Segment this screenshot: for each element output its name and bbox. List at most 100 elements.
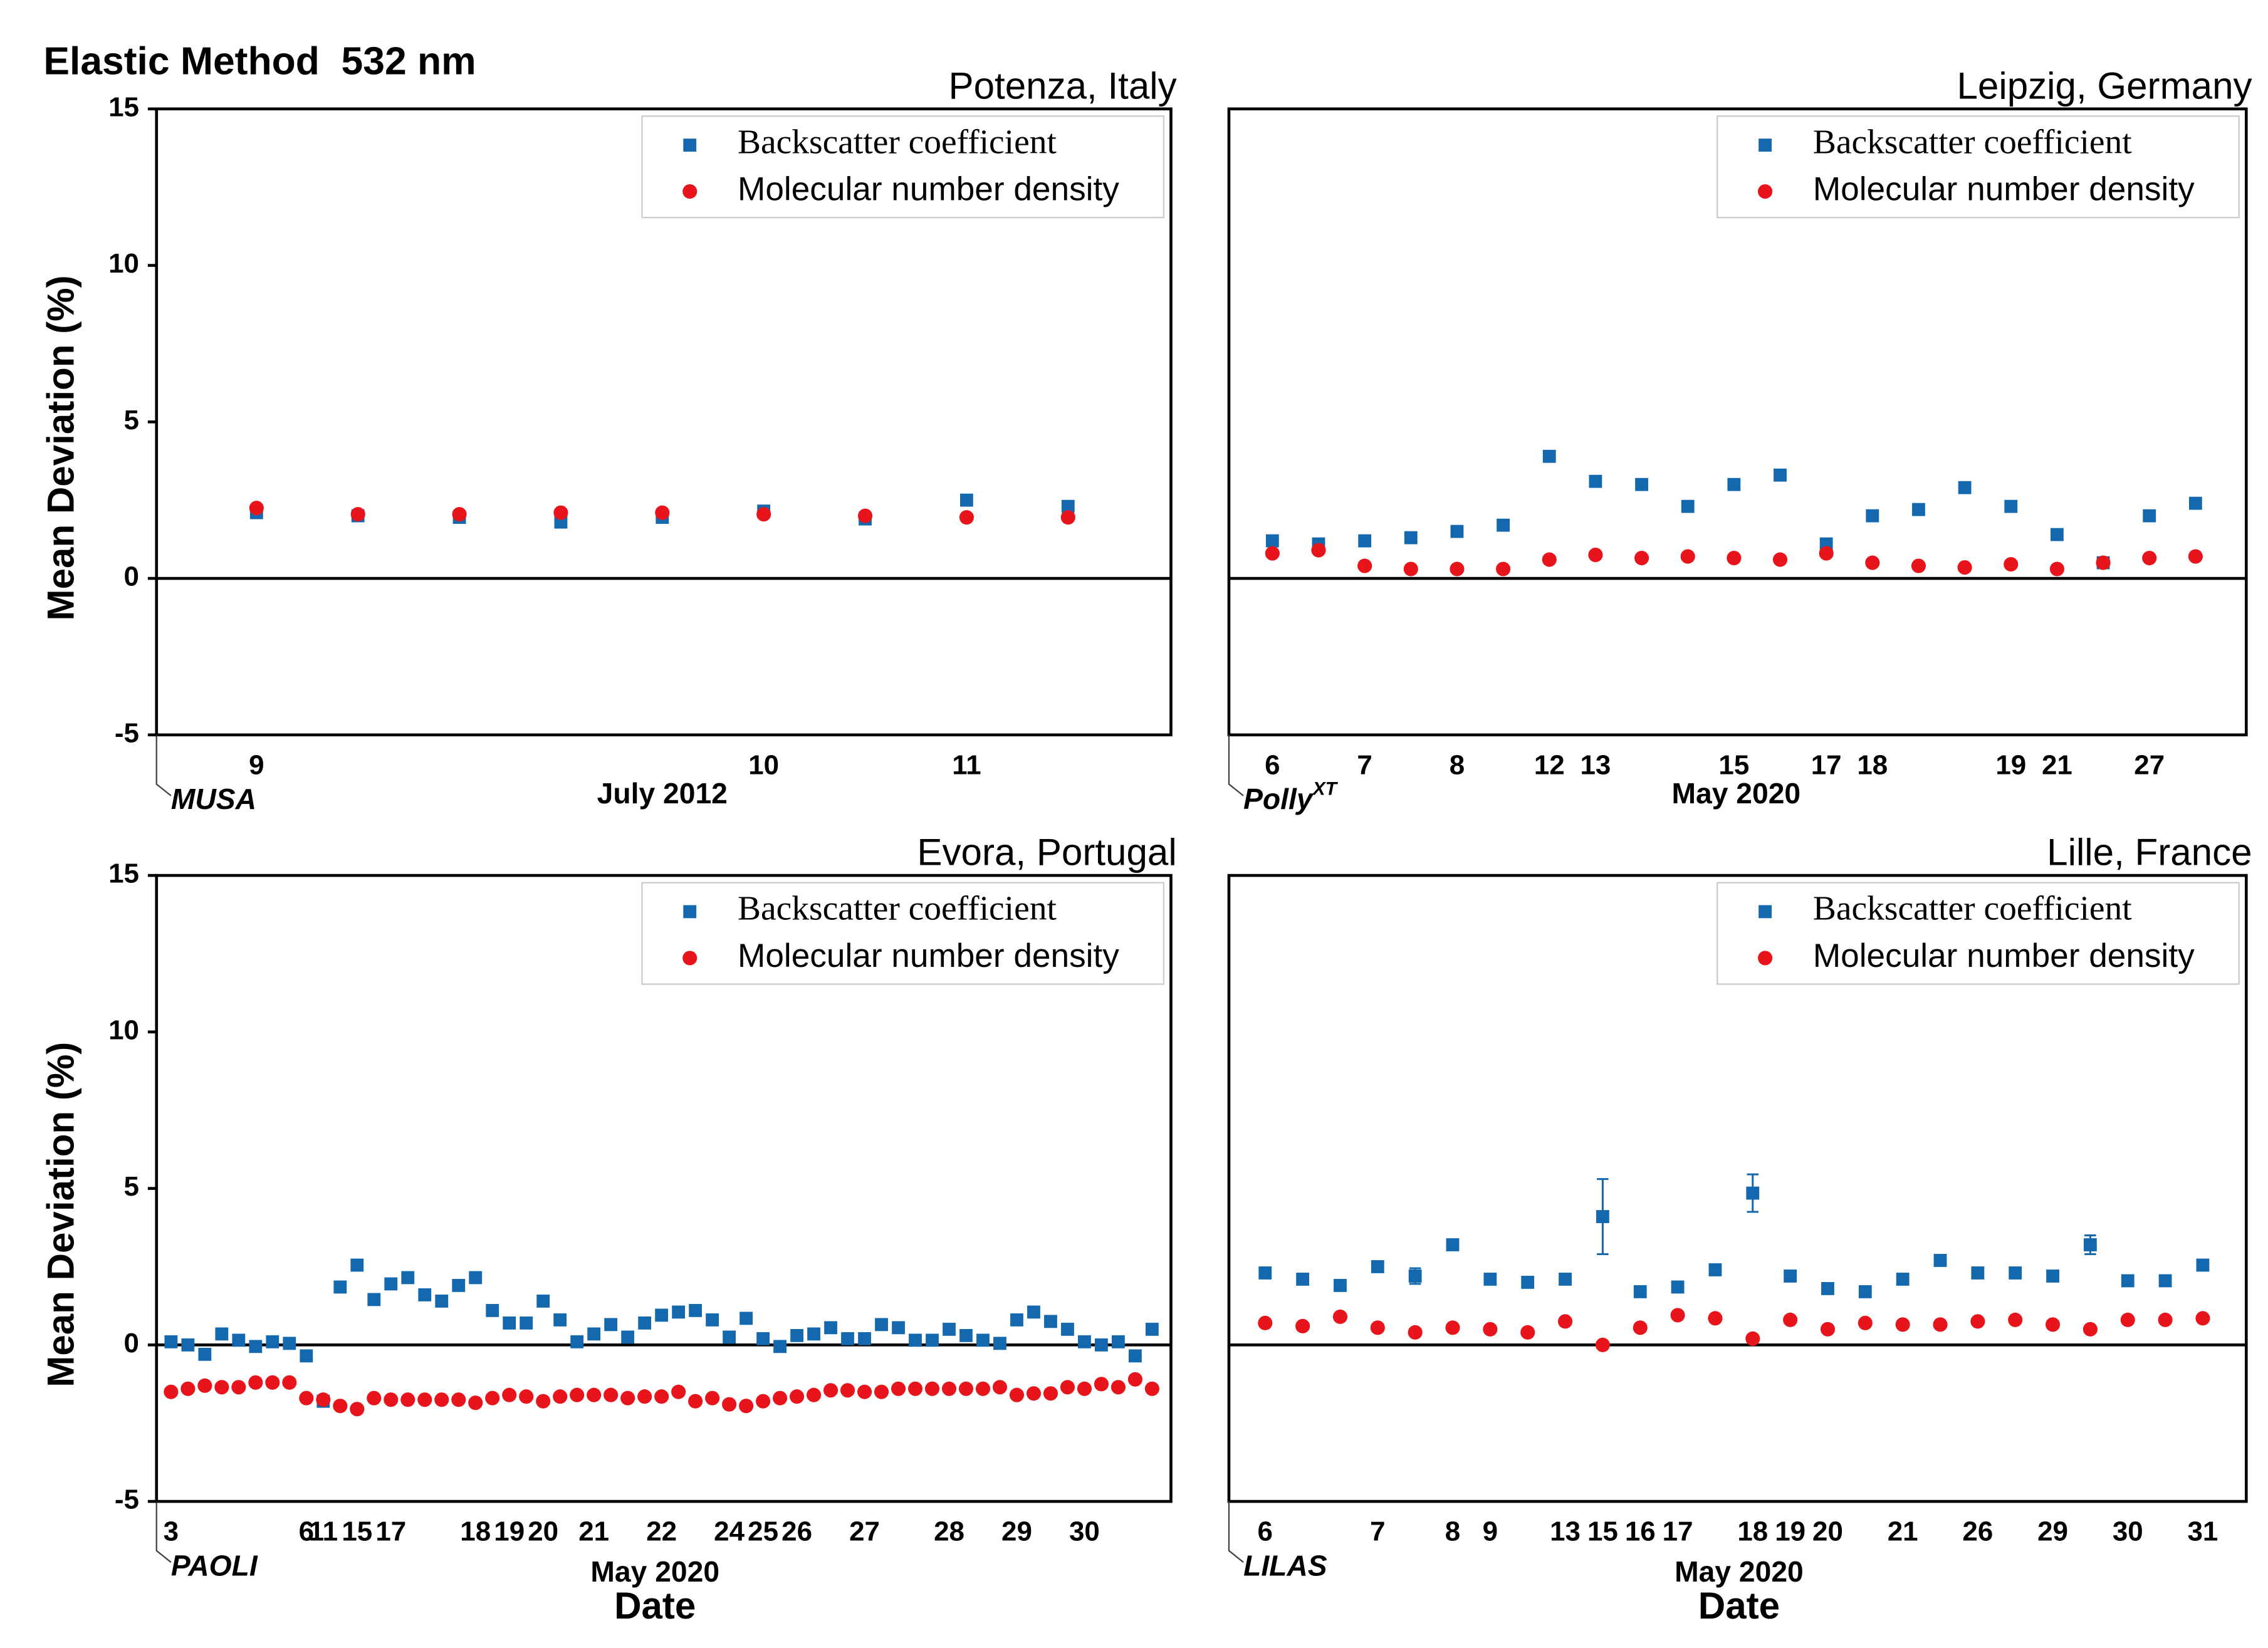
- data-point: [655, 505, 670, 520]
- data-point: [1680, 549, 1695, 564]
- data-point: [536, 1294, 550, 1308]
- data-point: [1043, 1386, 1058, 1401]
- x-tick-label: 30: [2113, 1516, 2143, 1547]
- data-point: [1483, 1322, 1498, 1337]
- data-point: [469, 1271, 483, 1285]
- data-point: [1027, 1305, 1040, 1319]
- data-point: [604, 1387, 619, 1402]
- y-tick-label: -5: [115, 717, 139, 748]
- data-point: [1044, 1315, 1057, 1328]
- data-point: [1746, 1186, 1760, 1200]
- data-point: [350, 1258, 364, 1272]
- x-tick-label: 27: [2134, 749, 2165, 780]
- x-axis-label: Date: [614, 1585, 696, 1627]
- data-point: [1129, 1349, 1142, 1363]
- x-tick-label: 13: [1580, 749, 1611, 780]
- data-point: [1912, 503, 1925, 516]
- data-point: [654, 1389, 669, 1404]
- data-point: [689, 1303, 703, 1317]
- x-tick-label: 7: [1357, 749, 1372, 780]
- data-point: [773, 1340, 786, 1353]
- data-point: [2143, 509, 2156, 523]
- data-point: [197, 1378, 212, 1393]
- x-tick-label: 8: [1445, 1516, 1460, 1547]
- data-point: [2196, 1258, 2210, 1272]
- data-point: [1258, 1266, 1272, 1280]
- data-point: [756, 507, 771, 522]
- x-tick-label: 3: [164, 1516, 179, 1547]
- plot-frame: [1227, 107, 2248, 737]
- x-axis-label: Date: [1698, 1585, 1780, 1627]
- data-point: [1633, 1320, 1648, 1335]
- x-tick-label: 30: [1069, 1516, 1100, 1547]
- data-point: [1026, 1386, 1042, 1401]
- data-point: [1858, 1285, 1872, 1298]
- data-point: [1483, 1273, 1497, 1286]
- data-point: [790, 1328, 803, 1342]
- data-point: [1077, 1381, 1092, 1396]
- data-point: [2008, 1312, 2023, 1327]
- data-point: [807, 1327, 820, 1341]
- data-point: [249, 1340, 263, 1353]
- data-point: [1060, 510, 1075, 525]
- data-point: [164, 1384, 179, 1399]
- legend-marker: [683, 905, 697, 919]
- y-tick-label: 0: [124, 561, 139, 592]
- data-point: [401, 1271, 415, 1285]
- data-point: [1670, 1308, 1685, 1323]
- data-point: [1557, 1314, 1573, 1329]
- data-point: [248, 1375, 263, 1390]
- panel-title: Potenza, Italy: [948, 65, 1176, 107]
- y-tick-label: 10: [108, 1014, 139, 1045]
- x-tick-label: 19: [494, 1516, 525, 1547]
- legend-box: [641, 882, 1165, 985]
- data-point: [1144, 1381, 1159, 1396]
- data-point: [1334, 1279, 1347, 1292]
- x-tick-label: 21: [2042, 749, 2072, 780]
- x-tick-label: 7: [1370, 1516, 1385, 1547]
- data-point: [1589, 474, 1602, 488]
- data-point: [316, 1392, 331, 1407]
- data-point: [400, 1392, 415, 1407]
- data-point: [655, 1308, 669, 1322]
- instrument-label: PollyXT: [1243, 779, 1339, 816]
- data-point: [943, 1322, 956, 1336]
- legend-label: Molecular number density: [738, 937, 1119, 974]
- data-point: [1957, 560, 1972, 575]
- panel-title: Lille, France: [2047, 832, 2252, 874]
- legend-box: [1717, 115, 2240, 219]
- data-point: [1110, 1380, 1126, 1395]
- data-point: [1866, 509, 1879, 523]
- y-tick-label: 10: [108, 248, 139, 279]
- x-tick-label: 12: [1534, 749, 1565, 780]
- data-point: [553, 1389, 568, 1404]
- data-point: [1520, 1325, 1535, 1340]
- data-point: [587, 1327, 601, 1341]
- data-point: [367, 1390, 382, 1405]
- data-point: [2188, 496, 2202, 510]
- month-label: May 2020: [1675, 1555, 1804, 1588]
- data-point: [1446, 1238, 1460, 1251]
- x-tick-label: 29: [1001, 1516, 1032, 1547]
- data-point: [959, 510, 974, 525]
- x-tick-label: 6: [1258, 1516, 1273, 1547]
- legend-label: Molecular number density: [738, 171, 1119, 208]
- data-point: [2120, 1312, 2135, 1327]
- x-tick-label: 31: [2188, 1516, 2218, 1547]
- data-point: [2158, 1274, 2172, 1288]
- data-point: [1971, 1266, 1985, 1280]
- data-point: [1820, 1322, 1836, 1337]
- data-point: [333, 1399, 348, 1414]
- data-point: [739, 1312, 753, 1325]
- data-point: [705, 1390, 720, 1405]
- data-point: [1895, 1317, 1910, 1332]
- data-point: [2045, 1317, 2061, 1332]
- legend-label: Backscatter coefficient: [1813, 890, 2132, 928]
- data-point: [958, 1381, 974, 1396]
- x-tick-label: 19: [1775, 1516, 1806, 1547]
- panel-title: Leipzig, Germany: [1957, 65, 2252, 107]
- data-point: [1145, 1322, 1159, 1336]
- data-point: [587, 1387, 602, 1402]
- data-point: [1970, 1314, 1985, 1329]
- axis-decoration: [1228, 734, 1244, 796]
